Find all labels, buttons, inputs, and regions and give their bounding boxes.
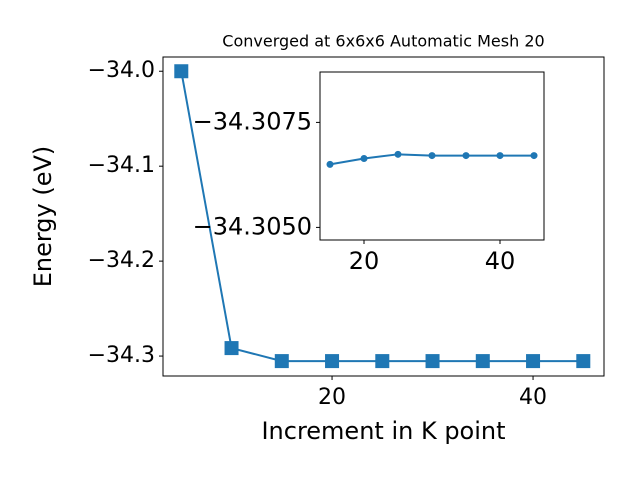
chart-title: Converged at 6x6x6 Automatic Mesh 20 <box>222 32 544 51</box>
marker <box>360 155 368 163</box>
marker <box>224 341 239 356</box>
y-axis-label: Energy (eV) <box>29 146 57 288</box>
y-tick-label: −34.3050 <box>193 212 312 240</box>
marker <box>425 354 440 369</box>
marker <box>496 152 504 160</box>
marker <box>576 354 591 369</box>
marker <box>325 354 340 369</box>
marker <box>326 160 334 168</box>
marker <box>375 354 390 369</box>
x-tick-label: 20 <box>349 247 380 275</box>
marker <box>394 150 402 158</box>
y-tick-label: −34.1 <box>88 153 155 178</box>
y-tick-label: −34.2 <box>88 248 155 273</box>
y-tick-label: −34.0 <box>88 58 155 83</box>
marker <box>174 64 189 79</box>
marker <box>530 152 538 160</box>
x-tick-label: 40 <box>519 385 547 410</box>
marker <box>462 152 470 160</box>
marker <box>428 152 436 160</box>
marker <box>274 354 289 369</box>
y-tick-label: −34.3075 <box>193 107 312 135</box>
marker <box>475 354 490 369</box>
x-tick-label: 40 <box>485 247 516 275</box>
x-axis-label: Increment in K point <box>261 417 505 445</box>
x-tick-label: 20 <box>318 385 346 410</box>
y-tick-label: −34.3 <box>88 343 155 368</box>
marker <box>526 354 541 369</box>
